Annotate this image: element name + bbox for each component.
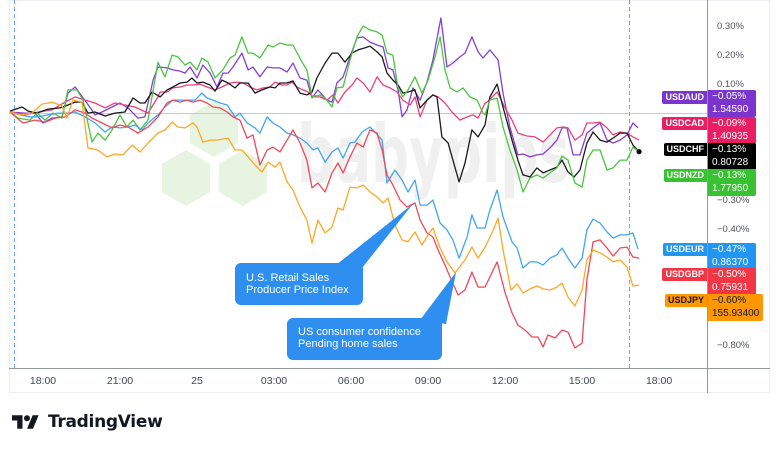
y-tick-label: 0.10%	[717, 79, 744, 90]
ticker-tag: USDAUD	[662, 91, 707, 104]
series-line-usdaud	[9, 17, 639, 158]
tradingview-logo: TradingView	[12, 410, 163, 434]
y-tick-label: 0.30%	[717, 21, 744, 32]
value-box: −0.09% 1.40935	[708, 117, 756, 144]
series-line-usdeur	[9, 92, 639, 269]
x-tick-label: 06:00	[337, 375, 365, 387]
value-box: −0.13% 1.77950	[708, 169, 756, 196]
ticker-tag: USDGBP	[662, 268, 707, 281]
time-scale-divider	[9, 368, 770, 369]
value-box: −0.60% 155.93400	[708, 294, 764, 321]
last-price: 1.77950	[712, 182, 749, 194]
last-price: 0.75931	[712, 281, 749, 293]
ticker-tag: USDCHF	[663, 143, 707, 156]
x-tick-label: 03:00	[260, 375, 288, 387]
last-price: 1.40935	[712, 130, 749, 142]
last-price: 0.86370	[712, 256, 749, 268]
watermark-hexagon-logo	[161, 101, 268, 206]
vertical-markers	[14, 0, 630, 368]
event-callout[interactable]: US consumer confidence Pending home sale…	[287, 318, 442, 360]
y-tick-label: −0.80%	[717, 340, 750, 351]
x-tick-label: 25	[191, 375, 203, 387]
value-box: −0.05% 1.54590	[708, 90, 756, 117]
x-tick-label: 15:00	[568, 375, 596, 387]
value-box: −0.13% 0.80728	[708, 143, 756, 170]
series-line-usdgbp	[9, 99, 640, 349]
end-marker	[636, 149, 642, 155]
callout-line: Pending home sales	[298, 338, 398, 350]
x-tick-label: 18:00	[645, 375, 673, 387]
callout-line: U.S. Retail Sales	[246, 272, 330, 284]
callout-line: US consumer confidence	[298, 326, 421, 338]
event-callout[interactable]: U.S. Retail Sales Producer Price Index	[235, 263, 363, 305]
series-line-usdchf	[9, 45, 640, 183]
change-percent: −0.47%	[712, 244, 747, 255]
ticker-tag: USDEUR	[662, 243, 707, 256]
x-tick-label: 18:00	[29, 375, 57, 387]
watermark: babypips	[161, 101, 570, 206]
ticker-tag: USDJPY	[664, 294, 707, 307]
ticker-tag: USDNZD	[663, 169, 707, 182]
chart-frame	[9, 0, 770, 393]
y-tick-label: 0.20%	[717, 50, 744, 61]
value-box: −0.50% 0.75931	[708, 268, 756, 295]
watermark-text: babypips	[297, 108, 570, 201]
last-point-dot	[636, 149, 642, 155]
value-box: −0.47% 0.86370	[708, 243, 756, 270]
change-percent: −0.13%	[712, 144, 747, 155]
change-percent: −0.60%	[712, 295, 747, 306]
ticker-tag: USDCAD	[662, 117, 707, 130]
x-tick-label: 09:00	[414, 375, 442, 387]
price-scale-divider	[707, 0, 708, 393]
series-line-usdnzd	[9, 25, 640, 193]
change-percent: −0.50%	[712, 269, 747, 280]
last-price: 1.54590	[712, 103, 749, 115]
x-tick-label: 12:00	[491, 375, 519, 387]
y-tick-label: −0.30%	[717, 195, 750, 206]
x-tick-label: 21:00	[106, 375, 134, 387]
change-percent: −0.05%	[712, 91, 747, 102]
change-percent: −0.09%	[712, 118, 747, 129]
callout-line: Producer Price Index	[246, 284, 349, 296]
y-tick-label: −0.40%	[717, 224, 750, 235]
change-percent: −0.13%	[712, 170, 747, 181]
last-price: 155.93400	[712, 307, 760, 319]
tradingview-mark-icon	[12, 415, 39, 429]
brand-name: TradingView	[48, 412, 163, 432]
last-price: 0.80728	[712, 156, 749, 168]
